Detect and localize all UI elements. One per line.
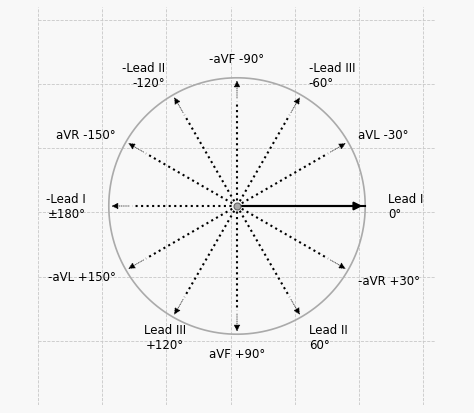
Text: -aVR +30°: -aVR +30° [358,274,420,287]
Text: -Lead II
-120°: -Lead II -120° [122,62,165,89]
Text: -Lead I
±180°: -Lead I ±180° [46,192,86,221]
Text: aVL -30°: aVL -30° [358,128,409,141]
Text: -aVL +150°: -aVL +150° [48,271,116,283]
Text: aVF +90°: aVF +90° [209,347,265,360]
Text: Lead III
+120°: Lead III +120° [144,324,186,351]
Text: Lead I
0°: Lead I 0° [388,192,424,221]
Text: -aVF -90°: -aVF -90° [210,53,264,66]
Text: Lead II
60°: Lead II 60° [309,324,347,351]
Text: -Lead III
-60°: -Lead III -60° [309,62,356,89]
Text: aVR -150°: aVR -150° [56,128,116,141]
